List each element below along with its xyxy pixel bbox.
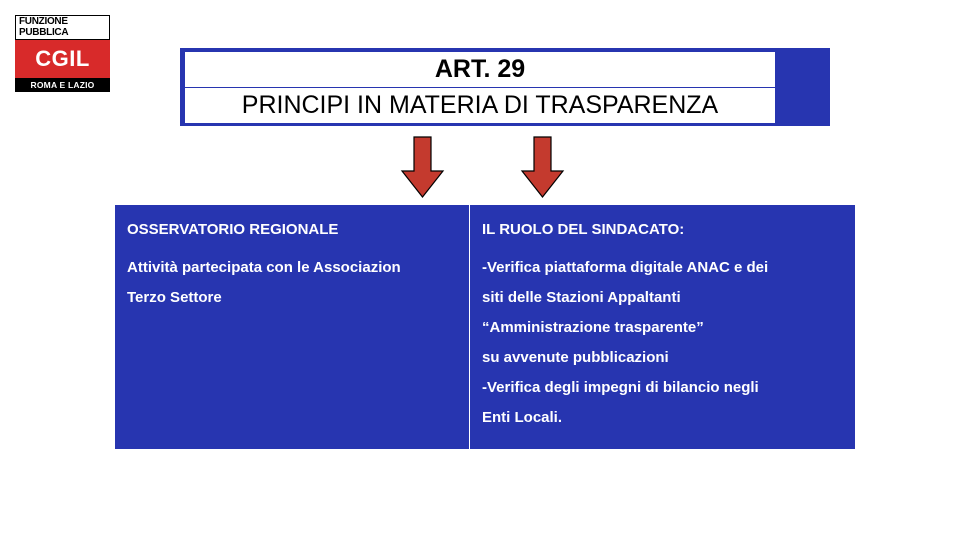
arrow-down-left-icon (400, 135, 445, 205)
title-line2: PRINCIPI IN MATERIA DI TRASPARENZA (185, 88, 775, 123)
right-line-2: siti delle Stazioni Appaltanti (482, 283, 843, 313)
logo-line1b: PUBBLICA (19, 28, 106, 39)
logo-top: FUNZIONE PUBBLICA (15, 15, 110, 40)
title-line1: ART. 29 (185, 52, 775, 87)
right-line-4: su avvenute pubblicazioni (482, 343, 843, 373)
right-line-5: -Verifica degli impegni di bilancio negl… (482, 373, 843, 403)
left-heading: OSSERVATORIO REGIONALE (127, 215, 457, 245)
logo-bottom: ROMA E LAZIO (15, 78, 110, 92)
logo-line1a: FUNZIONE (19, 17, 106, 28)
right-column: IL RUOLO DEL SINDACATO: -Verifica piatta… (470, 205, 855, 449)
left-body-1: Attività partecipata con le Associazion (127, 253, 457, 283)
right-heading: IL RUOLO DEL SINDACATO: (482, 215, 843, 245)
logo: FUNZIONE PUBBLICA CGIL ROMA E LAZIO (15, 15, 110, 92)
left-body-2: Terzo Settore (127, 283, 457, 313)
right-line-6: Enti Locali. (482, 403, 843, 433)
arrow-down-right-icon (520, 135, 565, 205)
right-line-3: “Amministrazione trasparente” (482, 313, 843, 343)
right-line-1: -Verifica piattaforma digitale ANAC e de… (482, 253, 843, 283)
left-column: OSSERVATORIO REGIONALE Attività partecip… (115, 205, 470, 449)
logo-mid: CGIL (15, 40, 110, 78)
content-block: OSSERVATORIO REGIONALE Attività partecip… (115, 205, 855, 449)
